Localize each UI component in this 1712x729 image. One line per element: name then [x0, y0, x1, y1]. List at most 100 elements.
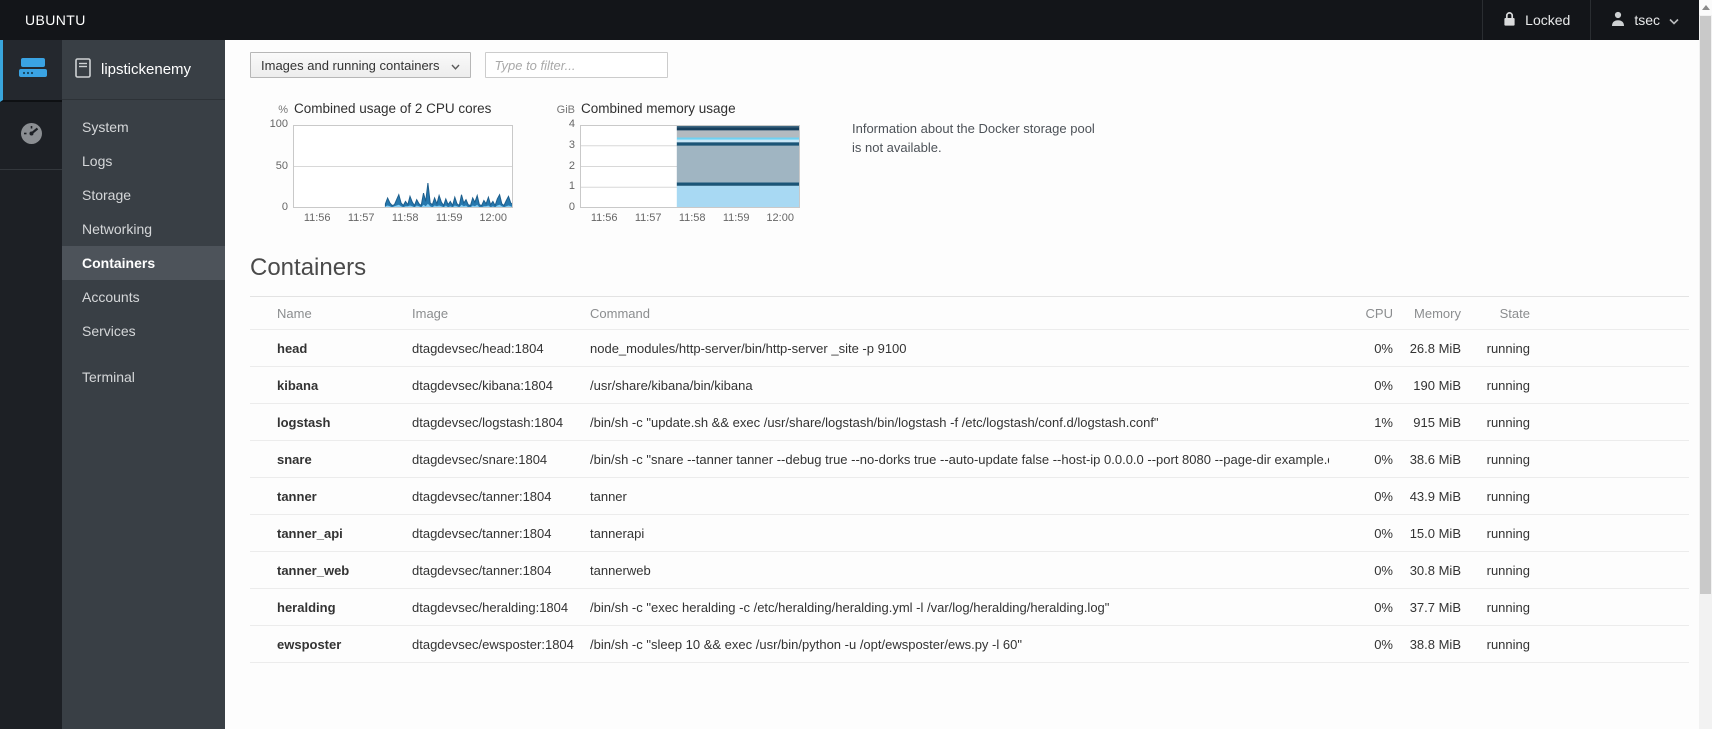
sidebar-item-system[interactable]: System [82, 119, 129, 135]
table-row[interactable]: logstash dtagdevsec/logstash:1804/bin/sh … [250, 403, 1689, 440]
cell-image: dtagdevsec/snare:1804 [412, 451, 548, 467]
cell-memory: 190 MiB [1413, 377, 1461, 393]
sidebar-item-storage[interactable]: Storage [82, 187, 132, 203]
chevron-down-icon [451, 58, 460, 73]
dashboard-gauge-icon [19, 121, 44, 151]
lock-icon [1503, 11, 1516, 30]
locked-indicator[interactable]: Locked [1482, 0, 1590, 40]
cell-cpu: 0% [1374, 451, 1393, 467]
filter-type-select[interactable]: Images and running containers [250, 52, 471, 78]
y-tick-label: 100 [269, 118, 288, 130]
cell-memory: 30.8 MiB [1409, 562, 1461, 578]
sidebar: lipstickenemy System Logs Storage Networkin… [62, 40, 225, 729]
cell-image: dtagdevsec/logstash:1804 [412, 414, 564, 430]
hostname-label: lipstickenemy [101, 61, 192, 78]
table-row[interactable]: ewsposter dtagdevsec/ewsposter:1804/bin/s… [250, 625, 1689, 662]
cell-cpu: 0% [1374, 599, 1393, 615]
cell-memory: 38.6 MiB [1409, 451, 1461, 467]
table-row[interactable]: tanner dtagdevsec/tanner:1804 tanner 0% 43.9… [250, 477, 1689, 514]
sidebar-item-containers[interactable]: Containers [62, 246, 225, 280]
table-row[interactable]: head dtagdevsec/head:1804 node_modules/htt… [250, 329, 1689, 366]
table-row[interactable]: kibana dtagdevsec/kibana:1804/usr/share/k… [250, 366, 1689, 403]
cell-image: dtagdevsec/ewsposter:1804 [412, 636, 574, 652]
cell-command: /bin/sh -c "sleep 10 && exec /usr/bin/py… [590, 636, 1022, 652]
table-row[interactable]: tanner_api dtagdevsec/tanner:1804 tannerap… [250, 514, 1689, 551]
col-header-state: State [1499, 305, 1530, 321]
x-tick-label: 11:59 [435, 212, 463, 224]
storage-note-line1: Information about the Docker storage poo… [852, 121, 1095, 136]
cell-command: /usr/share/kibana/bin/kibana [590, 377, 753, 393]
user-name: tsec [1634, 12, 1660, 28]
user-icon [1611, 11, 1625, 29]
table-header-row: Name Image Command CPU Memory State [250, 296, 1689, 329]
table-body: head dtagdevsec/head:1804 node_modules/htt… [250, 329, 1689, 662]
cell-command: tanner [590, 488, 627, 504]
cell-state: running [1486, 562, 1530, 578]
scrollbar-thumb[interactable] [1700, 16, 1711, 594]
cell-name: tanner_api [277, 525, 343, 541]
cell-name: logstash [277, 414, 331, 430]
cpu-chart-svg [293, 125, 513, 208]
table-row[interactable]: tanner_web dtagdevsec/tanner:1804 tannerwe… [250, 551, 1689, 588]
col-header-command: Command [590, 305, 650, 321]
y-tick-label: 1 [568, 180, 575, 193]
brand-title: UBUNTU [25, 12, 86, 28]
scroll-up-button[interactable] [1699, 0, 1712, 15]
cell-name: ewsposter [277, 636, 342, 652]
col-header-image: Image [412, 305, 449, 321]
cell-memory: 15.0 MiB [1409, 525, 1461, 541]
cell-image: dtagdevsec/kibana:1804 [412, 377, 553, 393]
filter-input[interactable] [484, 52, 668, 78]
cell-image: dtagdevsec/tanner:1804 [412, 562, 552, 578]
x-tick-label: 11:58 [678, 212, 706, 224]
sidebar-item-accounts[interactable]: Accounts [82, 289, 140, 305]
y-tick-label: 50 [275, 159, 288, 172]
cpu-chart-plot: 0 50 100 [250, 118, 513, 213]
cpu-usage-chart: % Combined usage of 2 CPU cores 0 50 100 1… [250, 101, 513, 224]
x-tick-label: 12:00 [479, 212, 507, 224]
cell-memory: 38.8 MiB [1409, 636, 1461, 652]
cell-command: /bin/sh -c "snare --tanner tanner --debu… [590, 451, 1329, 467]
table-row[interactable]: snare dtagdevsec/snare:1804/bin/sh -c "sn… [250, 440, 1689, 477]
vertical-scrollbar[interactable] [1699, 0, 1712, 729]
sidebar-item-logs[interactable]: Logs [82, 153, 113, 169]
cell-command: /bin/sh -c "exec heralding -c /etc/heral… [590, 599, 1110, 615]
cell-command: tannerapi [590, 525, 645, 541]
top-navbar: UBUNTU Locked tsec [0, 0, 1712, 40]
cell-cpu: 1% [1374, 414, 1393, 430]
memory-chart-unit: GiB [556, 104, 575, 116]
memory-chart-plot: 0 1 2 3 4 [537, 118, 800, 213]
containers-table: Name Image Command CPU Memory State head… [250, 296, 1689, 663]
cell-command: /bin/sh -c "update.sh && exec /usr/share… [590, 414, 1159, 430]
cell-cpu: 0% [1374, 340, 1393, 356]
cell-image: dtagdevsec/head:1804 [412, 340, 544, 356]
containers-section-title: Containers [250, 254, 367, 281]
main-content: Images and running containers % Combined… [225, 40, 1699, 729]
memory-chart-title: Combined memory usage [581, 101, 736, 116]
sidebar-item-services[interactable]: Services [82, 323, 136, 339]
cell-image: dtagdevsec/heralding:1804 [412, 599, 569, 615]
storage-pool-note: Information about the Docker storage poo… [852, 101, 1095, 224]
machine-item-selected[interactable] [0, 40, 62, 102]
user-menu[interactable]: tsec [1590, 0, 1699, 40]
host-header[interactable]: lipstickenemy [62, 40, 225, 100]
cell-state: running [1486, 451, 1530, 467]
col-header-cpu: CPU [1365, 305, 1393, 321]
sidebar-item-terminal[interactable]: Terminal [82, 369, 135, 385]
x-tick-label: 11:58 [391, 212, 419, 224]
containers-toolbar: Images and running containers [225, 40, 1699, 89]
cell-memory: 43.9 MiB [1409, 488, 1461, 504]
cell-name: kibana [277, 377, 319, 393]
col-header-memory: Memory [1414, 305, 1461, 321]
cell-cpu: 0% [1374, 377, 1393, 393]
cell-memory: 37.7 MiB [1409, 599, 1461, 615]
dashboard-nav-item[interactable] [0, 102, 62, 170]
cell-state: running [1486, 525, 1530, 541]
memory-chart-svg [580, 125, 800, 208]
server-outline-icon [75, 57, 91, 82]
cell-name: snare [277, 451, 312, 467]
sidebar-item-networking[interactable]: Networking [82, 221, 153, 237]
table-row[interactable]: heralding dtagdevsec/heralding:1804/bin/s… [250, 588, 1689, 625]
